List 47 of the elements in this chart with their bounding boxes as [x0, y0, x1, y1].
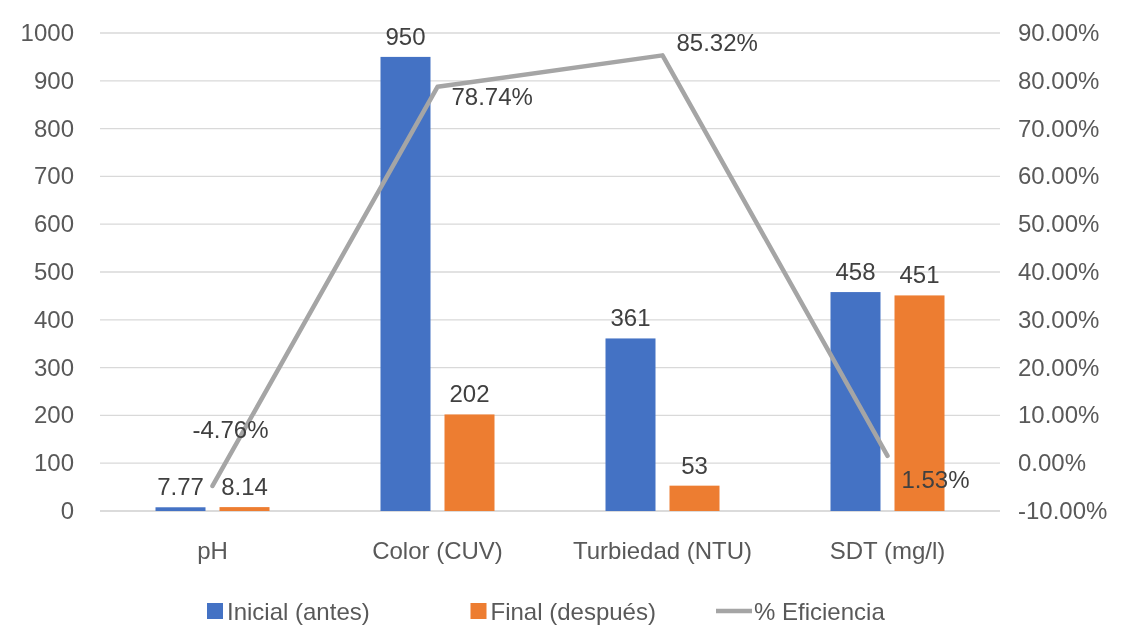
- bar: [669, 485, 720, 511]
- data-label: 950: [385, 22, 426, 50]
- y-tick-label: 500: [33, 258, 74, 285]
- data-label: 361: [610, 304, 651, 332]
- legend-label: Inicial (antes): [227, 598, 370, 625]
- x-tick-label: pH: [197, 537, 228, 564]
- y2-tick-label: -10.00%: [1018, 497, 1108, 524]
- bar: [380, 56, 431, 511]
- y2-tick-label: 60.00%: [1018, 162, 1100, 190]
- y2-tick-label: 0.00%: [1018, 449, 1087, 477]
- y2-tick-label: 40.00%: [1018, 258, 1100, 285]
- y2-tick-label: 80.00%: [1018, 66, 1100, 94]
- data-label: 53: [681, 451, 708, 479]
- data-label: 202: [449, 380, 490, 408]
- x-tick-label: Color (CUV): [372, 537, 503, 564]
- x-tick-label: Turbiedad (NTU): [572, 537, 753, 564]
- legend-label: % Eficiencia: [754, 598, 886, 625]
- y2-tick-label: 50.00%: [1018, 210, 1100, 238]
- y2-tick-label: 70.00%: [1018, 114, 1100, 142]
- y-tick-label: 700: [33, 162, 74, 190]
- y2-tick-label: 10.00%: [1018, 401, 1100, 429]
- data-label: 78.74%: [451, 82, 533, 110]
- data-label: 458: [835, 258, 876, 286]
- y2-tick-label: 90.00%: [1018, 19, 1100, 46]
- data-label: 85.32%: [676, 29, 758, 57]
- y-tick-label: 1000: [20, 19, 74, 46]
- y-tick-label: 400: [33, 305, 74, 333]
- y2-tick-label: 20.00%: [1018, 353, 1100, 381]
- bar: [444, 414, 495, 511]
- bar: [219, 507, 270, 511]
- x-tick-label: SDT (mg/l): [829, 537, 946, 564]
- data-label: 7.77: [157, 473, 204, 501]
- y-tick-label: 800: [33, 114, 74, 142]
- y2-tick-label: 30.00%: [1018, 305, 1100, 333]
- data-label: 8.14: [221, 473, 268, 501]
- y-tick-label: 900: [33, 66, 74, 94]
- data-label: -4.76%: [192, 415, 269, 443]
- legend-label: Final (después): [490, 598, 656, 625]
- bar: [830, 292, 881, 511]
- y-tick-label: 200: [33, 401, 74, 429]
- y-tick-label: 300: [33, 353, 74, 381]
- y-tick-label: 0: [60, 497, 74, 524]
- data-label: 451: [899, 261, 940, 289]
- bar: [155, 507, 206, 511]
- y-tick-label: 600: [33, 210, 74, 238]
- bar: [605, 338, 656, 511]
- y-tick-label: 100: [33, 449, 74, 477]
